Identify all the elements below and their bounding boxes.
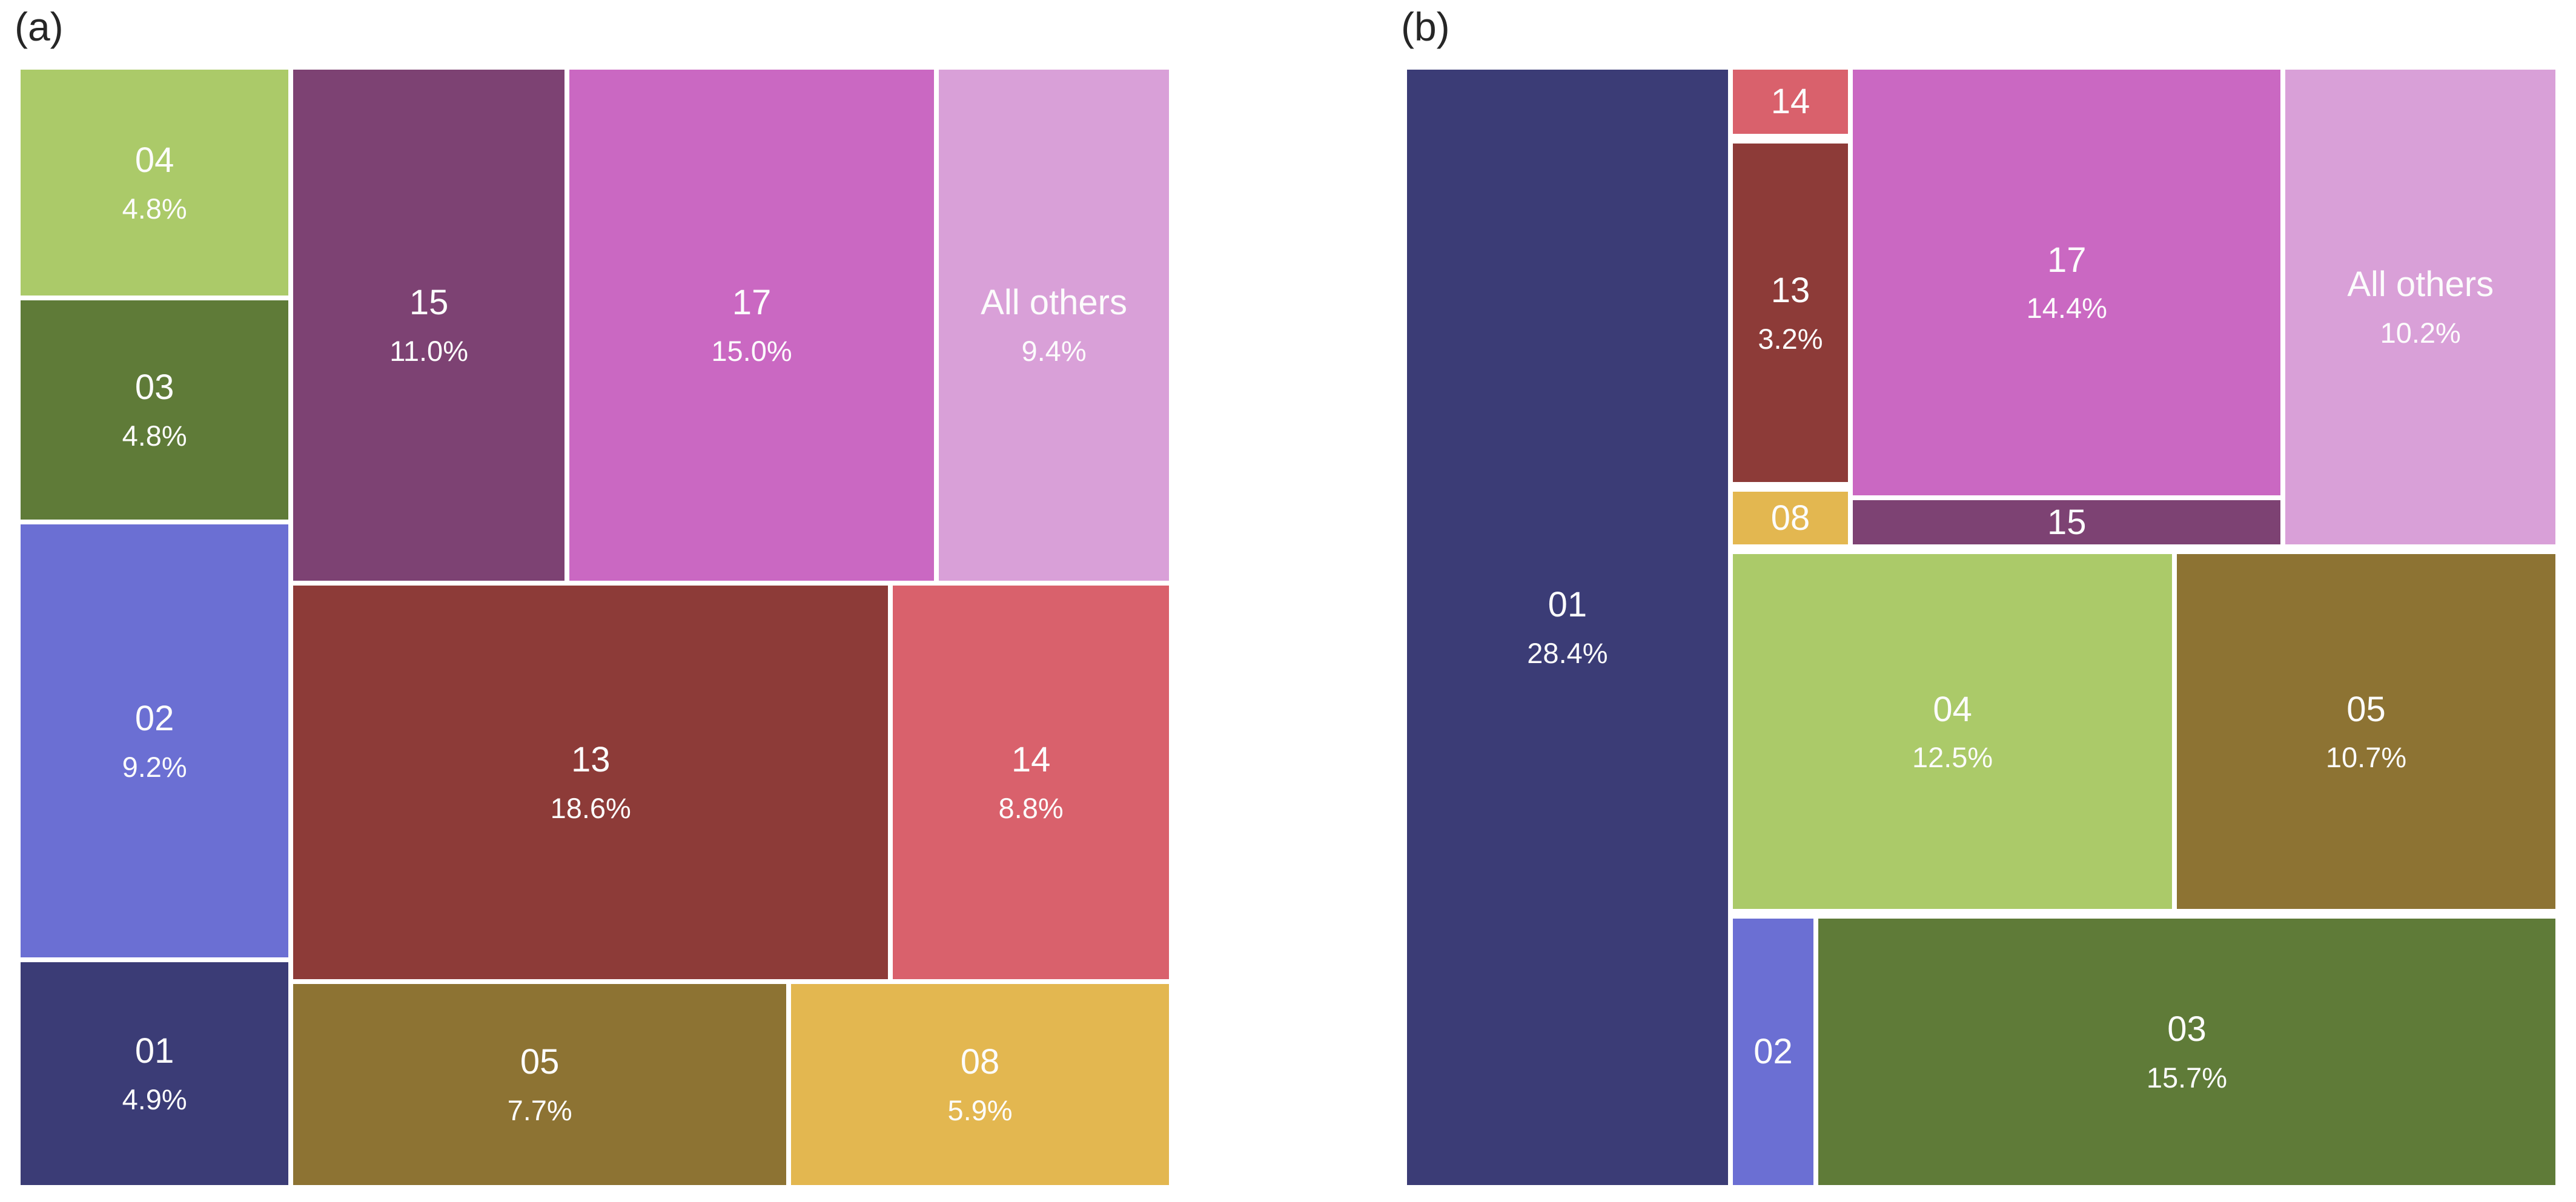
treemap-panel-b: 01 28.4% 14 13 3.2% 08 17 14.4% 15 All others 10.2… <box>1405 67 2558 1187</box>
cell-percentage: 4.9% <box>122 1083 187 1116</box>
cell-percentage: 15.7% <box>2146 1062 2228 1094</box>
treemap-cell-a-05: 05 7.7% <box>291 981 789 1187</box>
cell-label: 14 <box>1011 739 1051 779</box>
treemap-cell-b-17: 17 14.4% <box>1850 67 2283 498</box>
cell-percentage: 9.2% <box>122 750 187 783</box>
cell-label: 04 <box>134 140 174 180</box>
cell-label: 17 <box>732 283 772 323</box>
cell-label: 02 <box>134 699 174 739</box>
cell-label: 13 <box>571 739 611 779</box>
cell-label: 08 <box>960 1042 1000 1082</box>
treemap-cell-b-14: 14 <box>1730 67 1851 136</box>
cell-percentage: 18.6% <box>550 791 631 824</box>
treemap-cell-a-all-others: All others 9.4% <box>936 67 1171 583</box>
cell-percentage: 3.2% <box>1758 322 1823 355</box>
treemap-cell-a-01: 01 4.9% <box>18 960 291 1187</box>
cell-label: 03 <box>2167 1009 2207 1049</box>
treemap-cell-b-08: 08 <box>1730 489 1851 547</box>
cell-label: 02 <box>1753 1032 1793 1072</box>
cell-label: All others <box>981 283 1127 323</box>
cell-label: 15 <box>2047 502 2087 542</box>
cell-percentage: 14.4% <box>2026 292 2107 325</box>
treemap-panel-a: 04 4.8% 03 4.8% 02 9.2% 01 4.9% 15 11.0% 17 15.0% Al… <box>18 67 1171 1187</box>
treemap-cell-b-04: 04 12.5% <box>1730 552 2175 912</box>
cell-percentage: 12.5% <box>1912 741 1993 774</box>
treemap-cell-a-13: 13 18.6% <box>291 583 891 982</box>
cell-percentage: 7.7% <box>507 1094 572 1126</box>
cell-label: 05 <box>2346 689 2386 729</box>
cell-percentage: 15.0% <box>711 334 792 367</box>
cell-percentage: 4.8% <box>122 192 187 225</box>
cell-label: 05 <box>520 1042 560 1082</box>
treemap-cell-b-02: 02 <box>1730 916 1816 1187</box>
cell-label: 01 <box>134 1031 174 1071</box>
cell-label: 13 <box>1770 270 1810 310</box>
treemap-cell-a-15: 15 11.0% <box>291 67 567 583</box>
cell-label: 01 <box>1548 585 1588 625</box>
treemap-cell-a-03: 03 4.8% <box>18 298 291 523</box>
treemap-cell-a-14: 14 8.8% <box>890 583 1171 982</box>
cell-label: 08 <box>1770 498 1810 538</box>
treemap-cell-b-05: 05 10.7% <box>2174 552 2558 912</box>
cell-label: 15 <box>409 283 449 323</box>
cell-percentage: 11.0% <box>389 334 468 367</box>
cell-percentage: 8.8% <box>998 791 1064 824</box>
treemap-cell-b-13: 13 3.2% <box>1730 141 1851 485</box>
treemap-cell-b-15: 15 <box>1850 497 2283 547</box>
cell-percentage: 28.4% <box>1527 637 1608 670</box>
cell-label: 04 <box>1933 689 1972 729</box>
treemap-cell-a-02: 02 9.2% <box>18 522 291 960</box>
treemap-cell-a-08: 08 5.9% <box>789 981 1171 1187</box>
cell-label: 14 <box>1770 82 1810 122</box>
treemap-cell-a-04: 04 4.8% <box>18 67 291 299</box>
treemap-cell-b-01: 01 28.4% <box>1405 67 1730 1187</box>
cell-percentage: 10.7% <box>2325 741 2407 774</box>
cell-percentage: 5.9% <box>947 1094 1013 1126</box>
cell-label: 17 <box>2047 240 2087 280</box>
treemap-cell-b-03: 03 15.7% <box>1815 916 2558 1187</box>
cell-percentage: 10.2% <box>2380 317 2461 349</box>
cell-percentage: 4.8% <box>122 420 187 452</box>
cell-label: All others <box>2347 265 2494 305</box>
treemap-cell-b-all-others: All others 10.2% <box>2283 67 2558 547</box>
panel-b-label: (b) <box>1401 4 1450 49</box>
treemap-cell-a-17: 17 15.0% <box>566 67 937 583</box>
panel-a-label: (a) <box>15 4 64 49</box>
cell-percentage: 9.4% <box>1021 334 1087 367</box>
cell-label: 03 <box>134 368 174 408</box>
